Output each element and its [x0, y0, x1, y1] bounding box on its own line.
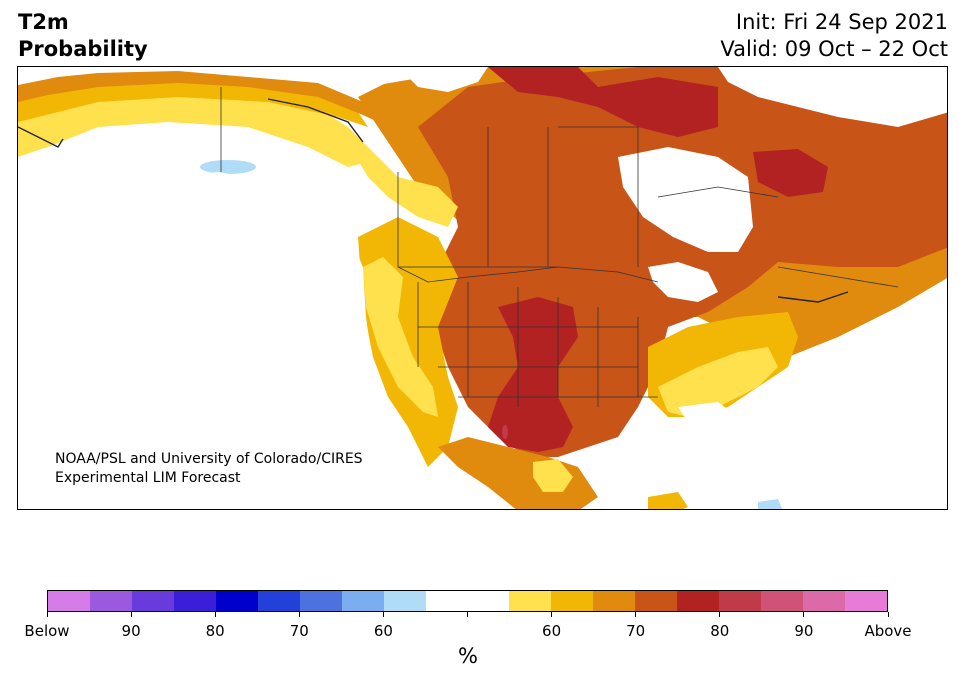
- region-florida-white: [678, 402, 743, 467]
- colorbar-segment: [845, 591, 888, 611]
- region-arctic-water: [398, 67, 488, 92]
- colorbar-tick-label: 80: [205, 622, 225, 640]
- colorbar: [47, 590, 888, 612]
- plot-title: T2m Probability: [18, 9, 148, 63]
- colorbar-tick-label: 90: [794, 622, 814, 640]
- region-mexico-yellow: [533, 459, 573, 492]
- region-magenta-texas: [502, 425, 508, 439]
- valid-period: Valid: 09 Oct – 22 Oct: [720, 37, 948, 61]
- colorbar-tick: [467, 612, 468, 617]
- colorbar-segment: [257, 591, 300, 611]
- region-hudson-bay: [618, 147, 753, 252]
- colorbar-tick-label: 60: [542, 622, 562, 640]
- colorbar-segment: [299, 591, 342, 611]
- region-great-lakes: [648, 262, 718, 302]
- colorbar-segment: [467, 591, 510, 611]
- credit-line-1: NOAA/PSL and University of Colorado/CIRE…: [55, 451, 363, 467]
- colorbar-segment: [677, 591, 720, 611]
- colorbar-tick-label: 80: [710, 622, 730, 640]
- title-line-1: T2m: [18, 10, 69, 34]
- colorbar-segment: [803, 591, 846, 611]
- credit-line-2: Experimental LIM Forecast: [55, 470, 241, 486]
- colorbar-segment: [425, 591, 468, 611]
- colorbar-segment: [215, 591, 258, 611]
- colorbar-tick: [46, 612, 48, 617]
- colorbar-tick: [803, 612, 805, 617]
- colorbar-tick: [382, 612, 384, 617]
- colorbar-segment: [341, 591, 384, 611]
- colorbar-tick: [214, 612, 216, 617]
- colorbar-segment: [509, 591, 552, 611]
- region-southeast-yellow: [658, 347, 778, 417]
- colorbar-tick: [130, 612, 132, 617]
- credit-text: NOAA/PSL and University of Colorado/CIRE…: [55, 450, 363, 488]
- region-arctic-water-2: [718, 67, 947, 127]
- colorbar-segment: [551, 591, 594, 611]
- title-line-2: Probability: [18, 37, 148, 61]
- region-red-arctic: [488, 67, 718, 137]
- colorbar-unit: %: [458, 644, 478, 668]
- colorbar-segment: [48, 591, 90, 611]
- coastlines: [18, 98, 849, 303]
- colorbar-tick-label: 60: [373, 622, 393, 640]
- colorbar-segment: [761, 591, 804, 611]
- political-borders: [220, 87, 899, 407]
- colorbar-tick-label: 90: [121, 622, 141, 640]
- region-pacific: [18, 172, 457, 509]
- colorbar-tick-label: 70: [289, 622, 309, 640]
- init-date: Init: Fri 24 Sep 2021: [735, 10, 948, 34]
- colorbar-segment: [131, 591, 174, 611]
- map-panel: [17, 66, 948, 510]
- colorbar-segment: [719, 591, 762, 611]
- colorbar-segment: [593, 591, 636, 611]
- region-alaska-white: [18, 123, 198, 219]
- region-yucatan-gold: [648, 492, 688, 509]
- colorbar-tick: [887, 612, 889, 617]
- colorbar-tick: [298, 612, 300, 617]
- region-caribbean-blue: [758, 499, 783, 509]
- colorbar-tick: [719, 612, 721, 617]
- region-alaska-orange: [18, 71, 378, 122]
- colorbar-tick-label: Below: [24, 622, 70, 640]
- colorbar-segment: [635, 591, 678, 611]
- colorbar-segment: [383, 591, 426, 611]
- region-baja-white: [358, 67, 418, 85]
- region-red-labrador: [753, 149, 828, 197]
- region-west-yellow: [363, 257, 438, 417]
- colorbar-segment: [173, 591, 216, 611]
- region-red-plains: [488, 297, 578, 452]
- colorbar-tick: [551, 612, 553, 617]
- colorbar-tick-label: 70: [626, 622, 646, 640]
- region-canada-yellow: [348, 127, 458, 227]
- probability-map: [18, 67, 947, 509]
- colorbar-tick: [635, 612, 637, 617]
- forecast-dates: Init: Fri 24 Sep 2021 Valid: 09 Oct – 22…: [720, 9, 948, 63]
- colorbar-tick-label: Above: [864, 622, 912, 640]
- region-alaska-light-blue: [200, 160, 256, 174]
- colorbar-segment: [89, 591, 132, 611]
